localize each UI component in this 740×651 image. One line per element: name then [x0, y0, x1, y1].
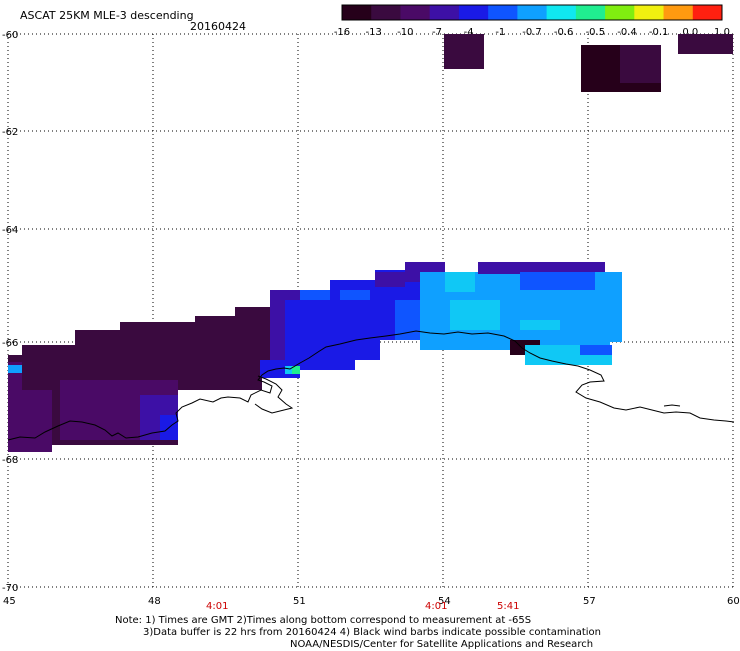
- data-cell: [478, 262, 605, 274]
- longitude-label: 51: [293, 596, 306, 607]
- data-cell: [580, 345, 612, 355]
- coastline-islet: [663, 404, 681, 407]
- pass-time-label: 5:41: [497, 601, 519, 612]
- footnote-line-3: NOAA/NESDIS/Center for Satellite Applica…: [290, 639, 594, 650]
- latitude-label: -68: [2, 455, 18, 466]
- longitude-label: 54: [438, 596, 451, 607]
- colorbar-tick-label: -0.7: [522, 27, 542, 38]
- longitude-label: 57: [583, 596, 596, 607]
- pass-time-label: 4:01: [206, 601, 228, 612]
- latitude-label: -62: [2, 127, 18, 138]
- data-cell: [300, 290, 340, 300]
- latitude-label: -70: [2, 583, 18, 594]
- colorbar-border: [341, 4, 723, 21]
- latitude-labels: -60 -62 -64 -66 -68 -70: [2, 30, 18, 594]
- colorbar-swatch: [692, 5, 723, 20]
- data-cell: [375, 272, 405, 287]
- coastline-detail: [254, 375, 294, 414]
- map-date: 20160424: [190, 20, 246, 33]
- pass-time-labels: 4:01 4:01 5:41: [206, 601, 519, 612]
- data-cell: [285, 366, 293, 374]
- latitude-label: -60: [2, 30, 18, 41]
- colorbar-tick-label: -0.1: [649, 27, 669, 38]
- data-cell: [620, 45, 661, 83]
- wind-data-swath: [8, 34, 733, 452]
- colorbar-swatch: [458, 5, 489, 20]
- colorbar-swatch: [342, 5, 372, 20]
- colorbar-swatch: [429, 5, 460, 20]
- map-title: ASCAT 25KM MLE-3 descending: [20, 9, 194, 22]
- colorbar-swatch: [663, 5, 694, 20]
- colorbar-swatch: [517, 5, 548, 20]
- colorbar-tick-label: 0.0: [682, 27, 698, 38]
- colorbar-tick-label: -0.5: [586, 27, 606, 38]
- pass-time-label: 4:01: [425, 601, 447, 612]
- longitude-label: 48: [148, 596, 161, 607]
- colorbar-labels: -16 -13 -10 -7 -4 -1 -0.7 -0.6 -0.5 -0.4 -0.1 0.0 1.…: [334, 27, 730, 38]
- footnote-line-2: 3)Data buffer is 22 hrs from 20160424 4)…: [143, 627, 601, 638]
- colorbar-tick-label: -10: [397, 27, 413, 38]
- longitude-label: 60: [727, 596, 740, 607]
- data-cell: [228, 360, 258, 382]
- colorbar-swatch: [371, 5, 401, 20]
- data-cell: [292, 366, 300, 374]
- colorbar-swatch: [488, 5, 518, 20]
- latitude-label: -64: [2, 225, 18, 236]
- colorbar-swatch: [575, 5, 606, 20]
- colorbar-tick-label: -0.4: [617, 27, 637, 38]
- colorbar-tick-label: -4: [464, 27, 474, 38]
- colorbar-tick-label: -13: [365, 27, 381, 38]
- longitude-label: 45: [3, 596, 16, 607]
- data-cell: [340, 290, 370, 300]
- colorbar-swatch: [546, 5, 577, 20]
- data-cell: [678, 34, 733, 54]
- lat-lon-gridlines: [7, 33, 735, 590]
- colorbar-swatch: [634, 5, 665, 20]
- colorbar-tick-label: -0.6: [554, 27, 574, 38]
- colorbar-swatch: [400, 5, 431, 20]
- data-cell: [445, 272, 475, 292]
- longitude-labels: 45 48 51 54 57 60: [3, 596, 740, 607]
- latitude-label: -66: [2, 338, 18, 349]
- colorbar-tick-label: -7: [432, 27, 442, 38]
- data-cell: [520, 272, 610, 290]
- colorbar-swatch: [605, 5, 635, 20]
- colorbar-tick-label: 1.0: [714, 27, 730, 38]
- colorbar: [341, 4, 723, 21]
- footnote-line-1: Note: 1) Times are GMT 2)Times along bot…: [115, 615, 532, 626]
- colorbar-tick-label: -16: [334, 27, 350, 38]
- antarctic-coastline: [7, 330, 735, 441]
- colorbar-tick-label: -1: [495, 27, 505, 38]
- data-cell: [444, 34, 484, 69]
